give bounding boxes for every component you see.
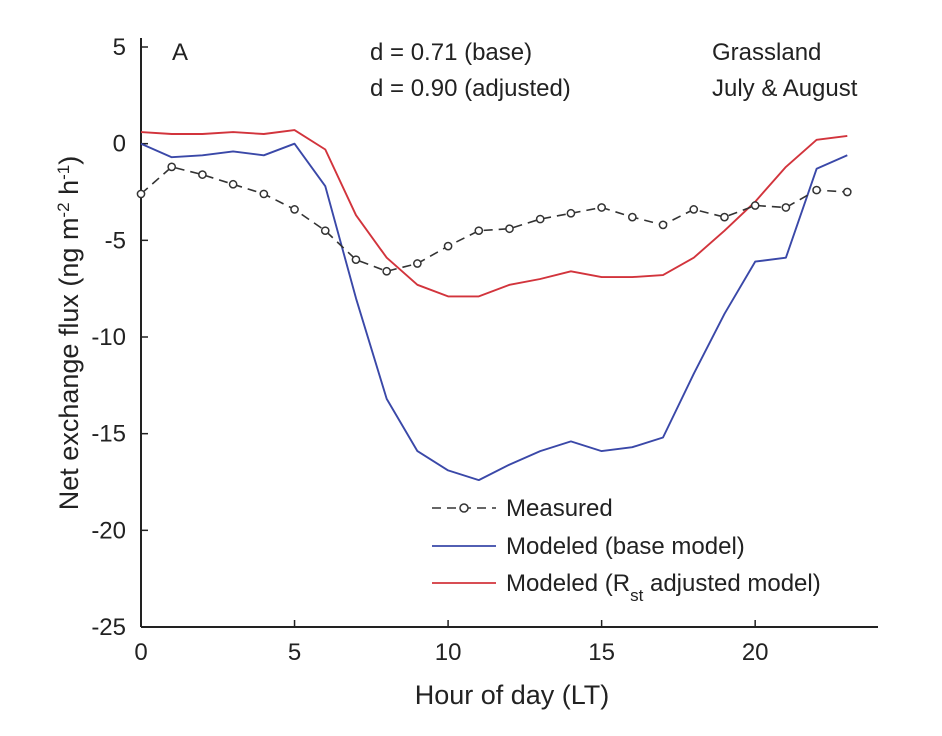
data-point-measured — [290, 205, 299, 214]
data-point-measured — [167, 162, 177, 172]
legend-label-adjusted-sub: st — [630, 586, 644, 605]
site-annotation: Grassland — [712, 39, 821, 66]
y-tick-label: -5 — [105, 227, 126, 254]
data-point-measured — [781, 203, 791, 212]
legend-label-measured: Measured — [506, 495, 613, 522]
data-point-measured — [474, 226, 484, 236]
legend-label-adjusted-tail: adjusted model) — [643, 570, 820, 597]
y-tick-label: -20 — [91, 517, 126, 544]
x-tick-label: 0 — [134, 639, 147, 666]
data-point-measured — [842, 187, 852, 197]
data-point-measured — [413, 259, 422, 268]
data-point-measured — [720, 212, 729, 222]
data-point-measured — [351, 255, 361, 265]
y-tick-label: 0 — [113, 131, 126, 158]
data-point-measured — [259, 189, 269, 199]
data-point-measured — [597, 203, 606, 212]
y-axis-title: Net exchange flux (ng m-2 h-1) — [54, 156, 85, 510]
legend-marker-measured — [459, 503, 469, 513]
period-annotation: July & August — [712, 75, 858, 102]
x-axis-title: Hour of day (LT) — [415, 680, 610, 710]
legend-label-base: Modeled (base model) — [506, 533, 745, 560]
legend-label-adjusted: Modeled (Rst adjusted model) — [506, 570, 821, 605]
y-axis-title-sup2: -1 — [54, 165, 73, 180]
x-tick-label: 15 — [588, 639, 615, 666]
data-point-measured — [198, 170, 207, 179]
y-axis-title-mid: h — [54, 180, 84, 203]
data-point-measured — [228, 179, 238, 189]
markers — [136, 162, 852, 276]
legend: Measured Modeled (base model) Modeled (R… — [432, 495, 821, 605]
d-base-annotation: d = 0.71 (base) — [370, 39, 532, 66]
y-tick-label: -25 — [91, 614, 126, 641]
series-line-adjusted-model — [140, 129, 848, 298]
y-axis-title-suffix: ) — [54, 156, 84, 165]
data-point-measured — [320, 226, 330, 236]
series-line-base-model — [140, 142, 848, 482]
data-point-measured — [505, 224, 514, 234]
data-point-measured — [658, 220, 668, 230]
data-point-measured — [750, 201, 760, 210]
d-adjusted-annotation: d = 0.90 (adjusted) — [370, 75, 571, 102]
data-point-measured — [382, 266, 392, 276]
y-tick-label: -15 — [91, 421, 126, 448]
legend-label-adjusted-head: Modeled (R — [506, 570, 630, 597]
series-line-measured — [140, 166, 848, 273]
panel-label: A — [172, 39, 188, 66]
data-point-measured — [689, 205, 699, 214]
data-point-measured — [443, 241, 453, 251]
data-point-measured — [136, 189, 146, 199]
y-axis-title-prefix: Net exchange flux (ng m — [54, 218, 84, 511]
data-point-measured — [627, 212, 637, 222]
data-point-measured — [812, 185, 821, 195]
y-tick-label: -10 — [91, 324, 126, 351]
series — [140, 129, 848, 482]
x-tick-label: 5 — [288, 639, 301, 666]
x-tick-label: 20 — [742, 639, 769, 666]
x-tick-label: 10 — [435, 639, 462, 666]
data-point-measured — [535, 214, 545, 224]
data-point-measured — [566, 208, 576, 218]
y-axis-title-sup1: -2 — [54, 202, 73, 217]
ticks: 0 5 10 15 20 -25 -20 -15 -10 -5 0 5 — [91, 34, 768, 666]
y-tick-label: 5 — [113, 34, 126, 61]
